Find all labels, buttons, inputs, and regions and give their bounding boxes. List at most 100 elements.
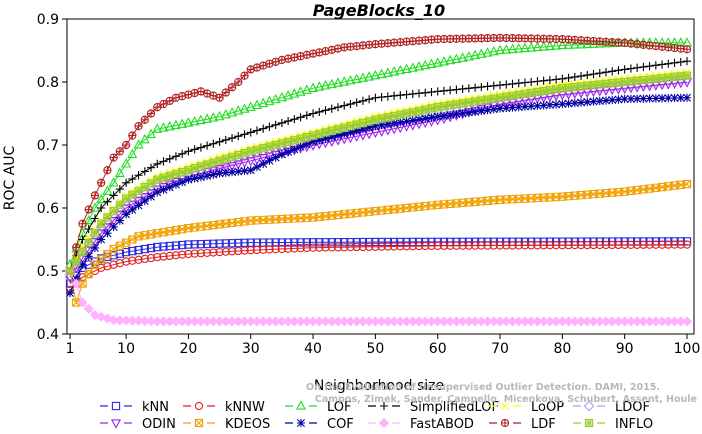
point-odin bbox=[127, 200, 138, 210]
point-simplifiedlof bbox=[346, 99, 355, 109]
point-cof bbox=[290, 145, 299, 154]
point-simplifiedlof bbox=[645, 62, 654, 71]
point-knn bbox=[340, 238, 349, 247]
point-simplifiedlof bbox=[564, 73, 573, 83]
point-inflo bbox=[134, 186, 143, 196]
point-cof bbox=[552, 100, 561, 109]
point-inflo bbox=[421, 105, 430, 114]
watermark-line-2: On the Evaluation of Unsupervised Outlie… bbox=[306, 382, 660, 393]
point-knn bbox=[140, 244, 149, 254]
point-inflo bbox=[377, 114, 386, 123]
point-simplifiedlof bbox=[639, 62, 648, 72]
point-simplifiedlof bbox=[533, 77, 542, 86]
point-simplifiedlof bbox=[284, 116, 293, 126]
point-knn bbox=[327, 238, 336, 247]
point-ldf bbox=[240, 71, 249, 80]
series-line-knnw bbox=[69, 244, 688, 291]
point-simplifiedlof bbox=[321, 106, 330, 115]
point-simplifiedlof bbox=[520, 78, 530, 87]
series-line-fastabod bbox=[69, 270, 687, 322]
point-knnw bbox=[396, 242, 405, 251]
point-simplifiedlof bbox=[184, 147, 193, 156]
point-inflo bbox=[651, 74, 660, 83]
point-simplifiedlof bbox=[171, 152, 181, 161]
legend-item-kdeos: KDEOS bbox=[183, 417, 270, 432]
point-ldf bbox=[146, 109, 156, 118]
point-inflo bbox=[321, 128, 330, 137]
y-tick-label: 0.4 bbox=[37, 327, 59, 343]
point-knnw bbox=[452, 241, 461, 250]
point-cof bbox=[184, 175, 193, 184]
point-ldf bbox=[227, 83, 237, 92]
point-inflo bbox=[171, 169, 181, 179]
point-lof bbox=[227, 107, 238, 117]
legend-label-inflo: INFLO bbox=[615, 417, 653, 432]
point-cof bbox=[78, 260, 87, 269]
point-inflo bbox=[346, 121, 355, 131]
point-cof bbox=[246, 166, 255, 175]
point-lof bbox=[320, 80, 331, 90]
point-cof bbox=[564, 99, 573, 108]
point-odin bbox=[227, 161, 238, 172]
point-knnw bbox=[595, 240, 604, 250]
point-cof bbox=[614, 95, 623, 104]
point-simplifiedlof bbox=[234, 132, 243, 141]
point-cof bbox=[471, 107, 480, 116]
y-tick-label: 0.7 bbox=[37, 138, 59, 154]
point-knn bbox=[358, 237, 368, 247]
point-ldf bbox=[234, 77, 243, 87]
point-simplifiedlof bbox=[633, 63, 642, 72]
point-fastabod bbox=[102, 313, 113, 324]
point-simplifiedlof bbox=[290, 115, 299, 124]
point-knnw bbox=[234, 246, 243, 256]
series-simplifiedlof bbox=[65, 57, 692, 276]
point-knnw bbox=[190, 249, 199, 258]
legend-marker-lof bbox=[295, 400, 307, 410]
point-knnw bbox=[159, 252, 168, 261]
point-lof bbox=[202, 113, 213, 123]
legend-label-kdeos: KDEOS bbox=[225, 417, 270, 432]
point-lof bbox=[420, 59, 431, 70]
x-tick-label: 90 bbox=[616, 341, 634, 357]
legend-label-simplifiedlof: SimplifiedLOF bbox=[410, 400, 499, 415]
point-inflo bbox=[358, 118, 368, 128]
point-inflo bbox=[439, 102, 449, 111]
point-kdeos bbox=[84, 270, 93, 279]
point-knnw bbox=[583, 240, 592, 250]
point-cof bbox=[608, 95, 617, 105]
point-lof bbox=[681, 37, 693, 47]
point-cof bbox=[234, 167, 243, 176]
point-inflo bbox=[128, 190, 137, 199]
point-inflo bbox=[246, 147, 255, 156]
legend-label-knn: kNN bbox=[142, 400, 169, 415]
point-inflo bbox=[302, 132, 311, 142]
legend-label-ldf: LDF bbox=[531, 417, 556, 432]
legend-marker-ldof bbox=[583, 400, 595, 412]
point-lof bbox=[445, 54, 456, 65]
point-lof bbox=[326, 78, 337, 89]
point-inflo bbox=[595, 80, 604, 89]
point-simplifiedlof bbox=[103, 197, 112, 206]
point-knnw bbox=[109, 260, 118, 269]
point-cof bbox=[97, 235, 106, 244]
point-fastabod bbox=[96, 311, 107, 322]
point-simplifiedlof bbox=[682, 57, 692, 66]
point-inflo bbox=[414, 106, 424, 116]
point-knn bbox=[302, 238, 311, 247]
point-inflo bbox=[583, 81, 592, 90]
point-simplifiedlof bbox=[190, 145, 199, 154]
point-lof bbox=[108, 177, 119, 187]
point-cof bbox=[209, 170, 218, 179]
point-simplifiedlof bbox=[408, 89, 417, 99]
point-knn bbox=[283, 238, 293, 247]
point-cof bbox=[396, 118, 405, 127]
point-knnw bbox=[346, 242, 355, 252]
y-tick-label: 0.8 bbox=[37, 75, 59, 91]
point-lof bbox=[245, 101, 256, 111]
watermark-line-1: Campos, Zimek, Sander, Campello, Micenko… bbox=[315, 394, 697, 405]
point-knnw bbox=[533, 241, 542, 250]
point-knn bbox=[221, 239, 230, 248]
point-cof bbox=[383, 120, 392, 129]
point-simplifiedlof bbox=[134, 171, 143, 180]
point-knn bbox=[408, 237, 417, 247]
